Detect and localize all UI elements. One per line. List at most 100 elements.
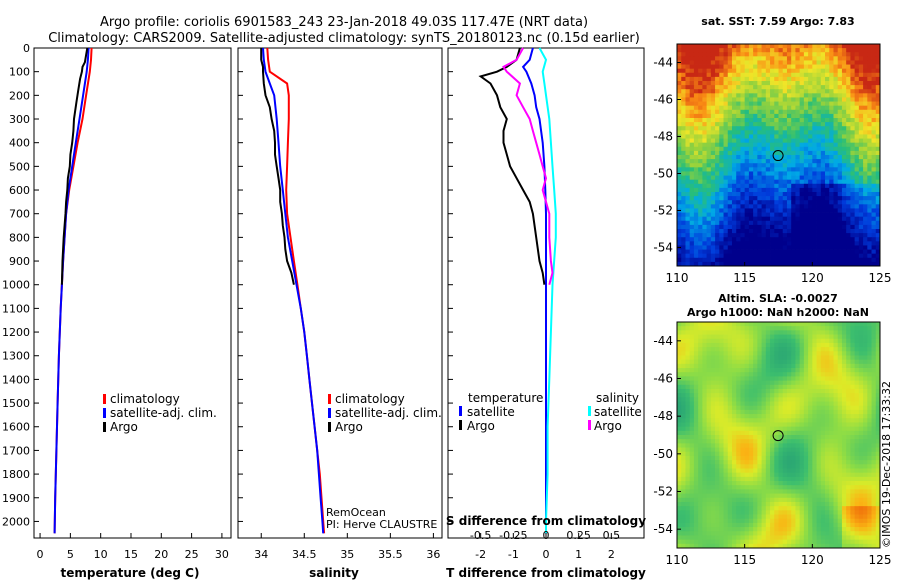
map-cell (875, 105, 881, 111)
map-cell (786, 208, 792, 213)
map-cell (765, 155, 771, 160)
map-cell (825, 72, 830, 78)
map-cell (677, 426, 682, 432)
map-cell (850, 347, 856, 352)
map-cell (816, 351, 822, 356)
map-cell (786, 451, 792, 457)
map-cell (825, 241, 830, 246)
map-cell (719, 485, 724, 490)
map-cell (782, 401, 788, 407)
map-cell (875, 439, 881, 444)
map-cell (850, 493, 856, 499)
map-cell (786, 489, 792, 494)
map-cell (715, 196, 720, 201)
map-cell (774, 233, 779, 238)
map-cell (770, 97, 775, 102)
map-cell (685, 208, 691, 213)
map-cell (808, 167, 813, 172)
map-cell (727, 501, 733, 507)
map-cell (812, 472, 817, 478)
map-cell (774, 393, 779, 398)
map-cell (795, 510, 801, 515)
map-cell (681, 245, 686, 250)
map-cell (837, 443, 843, 448)
map-cell (799, 175, 805, 181)
map-cell (677, 397, 682, 402)
map-cell (677, 481, 682, 486)
map-cell (702, 380, 708, 386)
map-cell (706, 476, 712, 482)
map-cell (765, 85, 771, 90)
map-cell (689, 200, 695, 205)
map-cell (740, 351, 746, 356)
map-cell (871, 426, 877, 432)
map-cell (863, 237, 868, 242)
map-cell (791, 183, 796, 189)
depth-tick-label: 1600 (2, 421, 30, 434)
map-cell (761, 212, 767, 218)
map-cell (820, 372, 826, 377)
map-cell (744, 122, 750, 127)
map-cell (863, 196, 868, 201)
map-cell (740, 64, 746, 70)
map-cell (765, 261, 771, 267)
map-cell (706, 493, 712, 499)
map-cell (706, 376, 712, 381)
map-cell (731, 113, 737, 119)
map-cell (816, 464, 822, 469)
map-cell (786, 159, 792, 164)
map-cell (867, 89, 872, 94)
map-cell (702, 322, 708, 327)
map-cell (698, 175, 703, 181)
map-cell (698, 60, 703, 65)
map-cell (727, 126, 733, 131)
map-cell (715, 401, 720, 407)
map-cell (837, 76, 843, 82)
map-cell (871, 451, 877, 457)
map-cell (731, 163, 737, 168)
map-y-tick-label: -50 (653, 167, 673, 181)
depth-tick-label: 100 (9, 66, 30, 79)
map-cell (850, 510, 856, 515)
map-cell (748, 430, 754, 436)
map-cell (863, 56, 868, 61)
map-cell (681, 72, 686, 78)
map-cell (791, 146, 796, 152)
map-cell (820, 510, 826, 515)
map-cell (770, 253, 775, 259)
map-cell (871, 334, 877, 340)
map-cell (846, 159, 851, 164)
map-cell (702, 118, 708, 123)
map-cell (689, 393, 695, 398)
map-cell (795, 439, 801, 444)
map-cell (846, 330, 851, 335)
map-cell (875, 476, 881, 482)
map-cell (841, 150, 847, 156)
map-cell (871, 179, 877, 185)
map-cell (740, 175, 746, 181)
map-cell (799, 229, 805, 234)
map-cell (706, 481, 712, 486)
map-cell (710, 192, 716, 197)
map-cell (867, 501, 872, 507)
map-cell (727, 253, 733, 259)
map-cell (744, 175, 750, 181)
map-cell (727, 72, 733, 78)
map-cell (677, 204, 682, 209)
map-cell (727, 89, 733, 94)
map-cell (702, 426, 708, 432)
map-cell (761, 192, 767, 197)
map-cell (854, 216, 860, 222)
x-tick-label: 36 (426, 548, 440, 561)
map-cell (837, 167, 843, 172)
map-cell (782, 208, 788, 213)
map-cell (689, 118, 695, 123)
map-cell (715, 363, 720, 369)
map-cell (799, 126, 805, 131)
map-cell (820, 422, 826, 428)
map-cell (795, 435, 801, 440)
map-cell (875, 253, 881, 259)
map-cell (837, 435, 843, 440)
map-cell (706, 330, 712, 335)
map-cell (778, 372, 784, 377)
